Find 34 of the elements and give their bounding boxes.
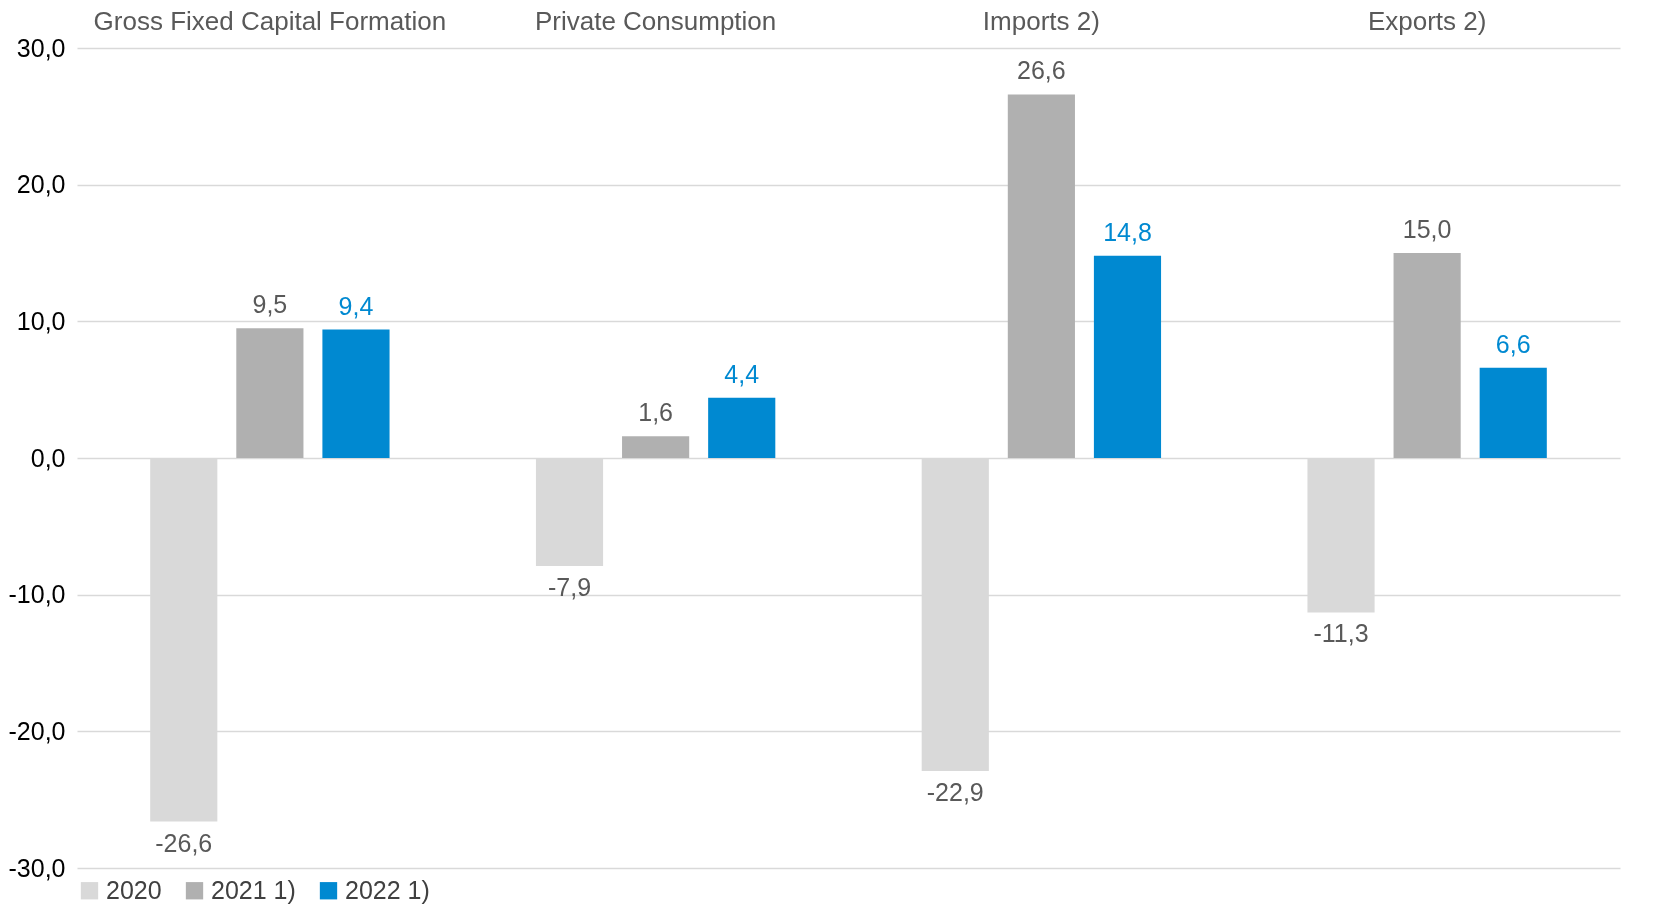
data-label: -22,9 bbox=[926, 777, 984, 806]
bar bbox=[322, 329, 390, 458]
y-tick-label: 10,0 bbox=[16, 306, 66, 335]
bar bbox=[1007, 94, 1075, 458]
legend-label: 2021 1) bbox=[211, 875, 296, 904]
data-label: 9,5 bbox=[252, 290, 288, 319]
x-tick-label: Exports 2) bbox=[1367, 5, 1487, 36]
bar bbox=[1479, 367, 1547, 458]
data-label: 6,6 bbox=[1495, 329, 1531, 358]
data-label: 15,0 bbox=[1402, 215, 1452, 243]
y-tick-label: 30,0 bbox=[16, 33, 66, 62]
x-tick-label: Imports 2) bbox=[982, 5, 1100, 36]
y-tick-label: -30,0 bbox=[8, 853, 66, 882]
data-label: 4,4 bbox=[724, 359, 760, 388]
x-tick-label: Private Consumption bbox=[534, 5, 777, 36]
data-label: 1,6 bbox=[638, 398, 674, 427]
data-label: 9,4 bbox=[338, 291, 374, 320]
data-label: -26,6 bbox=[155, 828, 213, 857]
bar bbox=[708, 397, 776, 458]
y-tick-label: -20,0 bbox=[8, 716, 66, 745]
bar bbox=[622, 436, 690, 458]
x-tick-label: Gross Fixed Capital Formation bbox=[93, 5, 447, 36]
legend-label: 2020 bbox=[106, 875, 162, 904]
y-tick-label: 20,0 bbox=[16, 170, 66, 199]
data-label: -7,9 bbox=[547, 572, 592, 601]
y-tick-label: -10,0 bbox=[8, 580, 66, 609]
bar bbox=[1393, 253, 1461, 458]
data-label: -11,3 bbox=[1313, 619, 1369, 648]
bar bbox=[236, 328, 304, 458]
legend-label: 2022 1) bbox=[345, 875, 430, 904]
bar bbox=[1093, 255, 1162, 458]
y-tick-label: 0,0 bbox=[30, 443, 66, 472]
data-label: 26,6 bbox=[1017, 56, 1066, 85]
data-label: 14,8 bbox=[1103, 217, 1152, 246]
